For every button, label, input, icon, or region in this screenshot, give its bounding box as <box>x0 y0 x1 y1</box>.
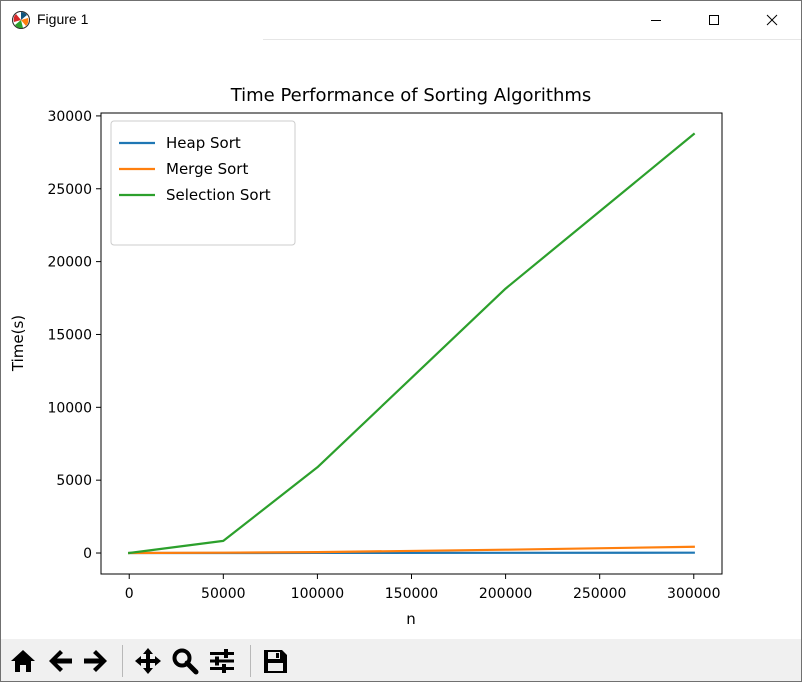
window-title: Figure 1 <box>37 11 89 27</box>
magnifier-icon <box>172 648 199 675</box>
configure-subplots-button[interactable] <box>205 643 239 679</box>
minimize-icon <box>651 20 661 21</box>
title-bar[interactable]: Figure 1 <box>1 1 801 39</box>
save-button[interactable] <box>258 643 292 679</box>
move-icon <box>135 648 161 674</box>
title-bar-divider <box>263 39 801 40</box>
arrow-right-icon <box>84 650 107 672</box>
legend-box <box>110 120 296 246</box>
legend-label-heap-sort: Heap Sort <box>166 134 241 152</box>
x-tick-label: 250000 <box>573 586 626 602</box>
back-button[interactable] <box>43 643 77 679</box>
y-tick-label: 25000 <box>47 182 92 198</box>
minimize-button[interactable] <box>627 1 685 39</box>
x-tick-label: 200000 <box>479 586 532 602</box>
floppy-disk-icon <box>264 650 287 673</box>
y-tick-label: 15000 <box>47 327 92 343</box>
y-tick-label: 20000 <box>47 255 92 271</box>
close-button[interactable] <box>743 1 801 39</box>
maximize-button[interactable] <box>685 1 743 39</box>
x-tick-label: 100000 <box>291 586 344 602</box>
y-tick-label: 0 <box>83 546 92 562</box>
y-tick-label: 5000 <box>56 473 92 489</box>
y-tick-label: 30000 <box>47 109 92 125</box>
home-icon <box>11 650 35 672</box>
y-axis: 0 5000 10000 15000 20000 25000 30000 <box>47 109 101 562</box>
chart: Time Performance of Sorting Algorithms 0… <box>1 41 801 639</box>
toolbar-separator <box>122 645 123 677</box>
y-axis-label: Time(s) <box>9 315 27 372</box>
figure-canvas[interactable]: Time Performance of Sorting Algorithms 0… <box>1 41 801 639</box>
x-tick-label: 50000 <box>201 586 246 602</box>
forward-button[interactable] <box>79 643 113 679</box>
matplotlib-logo-icon <box>12 11 30 29</box>
series-line-merge-sort <box>128 545 695 555</box>
x-axis: 0 50000 100000 150000 200000 250000 300000 <box>125 574 720 602</box>
x-tick-label: 300000 <box>667 586 720 602</box>
chart-title: Time Performance of Sorting Algorithms <box>230 85 592 106</box>
x-axis-label: n <box>406 610 416 628</box>
legend: Heap Sort Merge Sort Selection Sort <box>110 120 296 246</box>
maximize-icon <box>709 15 719 25</box>
toolbar-separator <box>250 645 251 677</box>
x-tick-label: 0 <box>125 586 134 602</box>
arrow-left-icon <box>49 650 72 672</box>
y-tick-label: 10000 <box>47 400 92 416</box>
home-button[interactable] <box>6 643 40 679</box>
sliders-icon <box>210 649 234 673</box>
series-line-selection-sort <box>127 132 696 555</box>
x-tick-label: 150000 <box>385 586 438 602</box>
pan-button[interactable] <box>131 643 165 679</box>
zoom-button[interactable] <box>168 643 202 679</box>
legend-label-merge-sort: Merge Sort <box>166 160 248 178</box>
close-icon <box>766 14 778 26</box>
legend-label-selection-sort: Selection Sort <box>166 186 271 204</box>
series-lines <box>127 132 696 555</box>
navigation-toolbar <box>1 639 801 681</box>
